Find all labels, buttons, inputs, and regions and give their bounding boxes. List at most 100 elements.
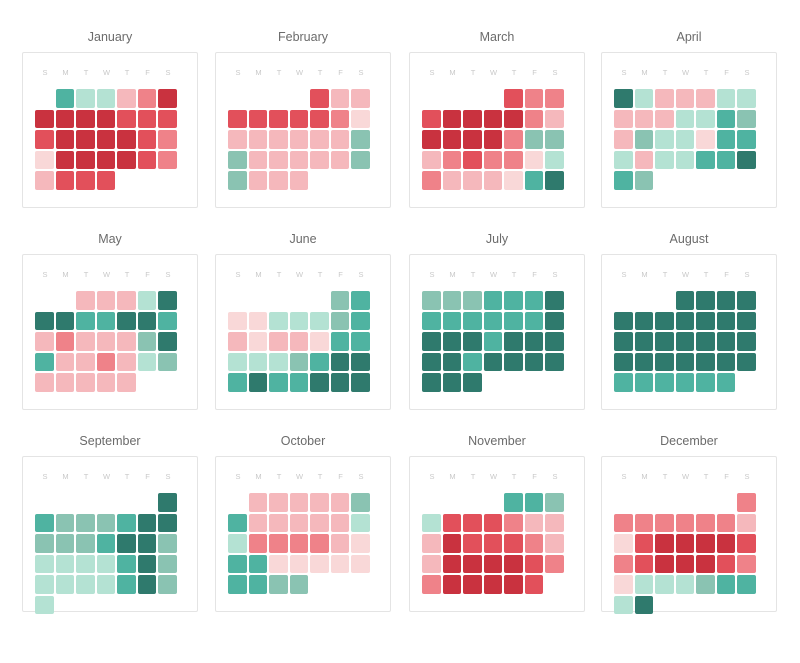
day-cell	[442, 311, 461, 330]
day-cell	[289, 554, 308, 573]
day-cell	[310, 311, 329, 330]
day-cell	[76, 534, 95, 553]
day-cell	[289, 130, 308, 149]
day-cell	[310, 109, 329, 128]
weekday-label: M	[449, 472, 456, 481]
day-cell	[351, 554, 370, 573]
day-cell	[96, 575, 115, 594]
day-cell	[330, 332, 349, 351]
weekday-label: T	[511, 68, 517, 77]
weekday-label: S	[621, 68, 627, 77]
weekday-label: F	[724, 68, 729, 77]
weekday-label: F	[724, 472, 729, 481]
day-cell	[442, 171, 461, 190]
weekday-label: M	[449, 270, 456, 279]
day-cell	[422, 150, 441, 169]
day-cell	[55, 109, 74, 128]
day-cell	[422, 534, 441, 553]
day-cell	[504, 493, 523, 512]
day-cell	[269, 554, 288, 573]
day-cell	[696, 373, 715, 392]
weekday-label: T	[511, 472, 517, 481]
day-cell	[228, 311, 247, 330]
day-cell	[545, 332, 564, 351]
day-cell	[614, 89, 633, 108]
day-cell	[696, 150, 715, 169]
day-cell	[158, 513, 177, 532]
day-cell	[76, 513, 95, 532]
day-cell	[716, 150, 735, 169]
day-cell	[35, 332, 54, 351]
weekday-label: M	[641, 270, 648, 279]
day-cell	[55, 352, 74, 371]
day-cell	[737, 513, 756, 532]
day-cell	[310, 493, 329, 512]
day-cell	[483, 513, 502, 532]
day-cell	[310, 534, 329, 553]
day-cell	[351, 150, 370, 169]
day-cell	[422, 332, 441, 351]
day-cell	[504, 311, 523, 330]
day-cell	[351, 352, 370, 371]
day-cell	[117, 109, 136, 128]
day-cell	[675, 89, 694, 108]
weekday-label: W	[489, 270, 498, 279]
weekday-label: F	[532, 472, 537, 481]
month-title: December	[660, 434, 718, 448]
weekday-label: S	[165, 270, 171, 279]
day-cell	[228, 373, 247, 392]
day-cell	[504, 291, 523, 310]
weekday-label: T	[276, 472, 282, 481]
day-cell	[545, 554, 564, 573]
day-cell	[310, 130, 329, 149]
day-cell	[524, 493, 543, 512]
day-cell	[117, 554, 136, 573]
day-cell	[614, 554, 633, 573]
weekday-label: W	[681, 68, 690, 77]
day-cell	[675, 554, 694, 573]
day-cell	[614, 575, 633, 594]
weekday-label: M	[62, 270, 69, 279]
day-cell	[504, 554, 523, 573]
day-cell	[463, 109, 482, 128]
day-cell	[76, 352, 95, 371]
day-cell	[228, 150, 247, 169]
day-cell	[524, 130, 543, 149]
weekday-label: S	[744, 472, 750, 481]
day-cell	[35, 534, 54, 553]
day-cell	[228, 554, 247, 573]
weekday-label: M	[62, 68, 69, 77]
day-cell	[716, 575, 735, 594]
month-title: October	[280, 434, 326, 448]
day-cell	[248, 554, 267, 573]
day-cell	[351, 291, 370, 310]
day-cell	[504, 332, 523, 351]
weekday-label: M	[255, 270, 262, 279]
day-cell	[696, 130, 715, 149]
day-cell	[330, 373, 349, 392]
month-title: August	[669, 232, 709, 246]
day-cell	[158, 493, 177, 512]
day-cell	[269, 332, 288, 351]
day-cell	[117, 130, 136, 149]
weekday-label: T	[83, 68, 89, 77]
day-cell	[675, 109, 694, 128]
day-cell	[351, 513, 370, 532]
day-cell	[524, 513, 543, 532]
weekday-label: S	[621, 270, 627, 279]
day-cell	[737, 352, 756, 371]
day-cell	[463, 352, 482, 371]
day-cell	[675, 575, 694, 594]
day-cell	[96, 171, 115, 190]
day-cell	[483, 554, 502, 573]
day-cell	[504, 171, 523, 190]
weekday-label: T	[703, 270, 709, 279]
weekday-label: T	[470, 68, 476, 77]
day-cell	[675, 352, 694, 371]
day-cell	[117, 291, 136, 310]
day-cell	[634, 575, 653, 594]
weekday-label: W	[681, 472, 690, 481]
day-cell	[96, 130, 115, 149]
